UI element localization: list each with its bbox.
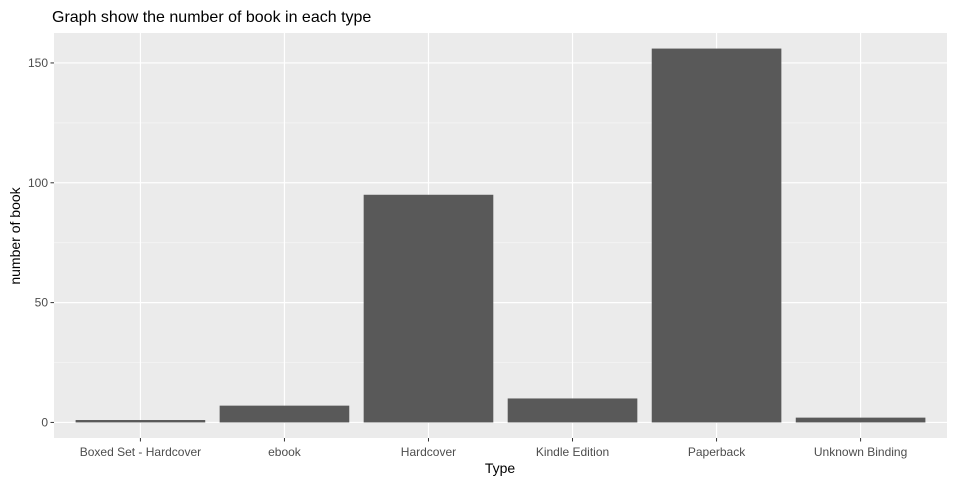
x-tick-label: Hardcover [401, 445, 456, 459]
x-tick-label: Unknown Binding [814, 445, 907, 459]
chart-title: Graph show the number of book in each ty… [52, 9, 371, 26]
bar [507, 398, 638, 423]
x-tick-label: Boxed Set - Hardcover [80, 445, 201, 459]
bar [795, 417, 926, 423]
x-axis: Boxed Set - Hardcover ebook Hardcover Kindl… [80, 438, 907, 459]
y-axis-title: number of book [7, 186, 23, 284]
y-axis: 0 50 100 150 [28, 56, 54, 429]
y-tick-label: 150 [28, 56, 48, 70]
x-axis-title: Type [485, 460, 516, 476]
bar [219, 405, 350, 423]
x-tick-label: ebook [268, 445, 302, 459]
bar [651, 48, 782, 423]
x-tick-label: Kindle Edition [536, 445, 609, 459]
y-tick-label: 0 [41, 415, 48, 429]
bar [363, 194, 494, 423]
bars [75, 48, 926, 423]
y-tick-label: 100 [28, 176, 48, 190]
bar [75, 420, 206, 423]
plot-panel [54, 33, 947, 438]
x-tick-label: Paperback [688, 445, 746, 459]
y-tick-label: 50 [35, 296, 49, 310]
